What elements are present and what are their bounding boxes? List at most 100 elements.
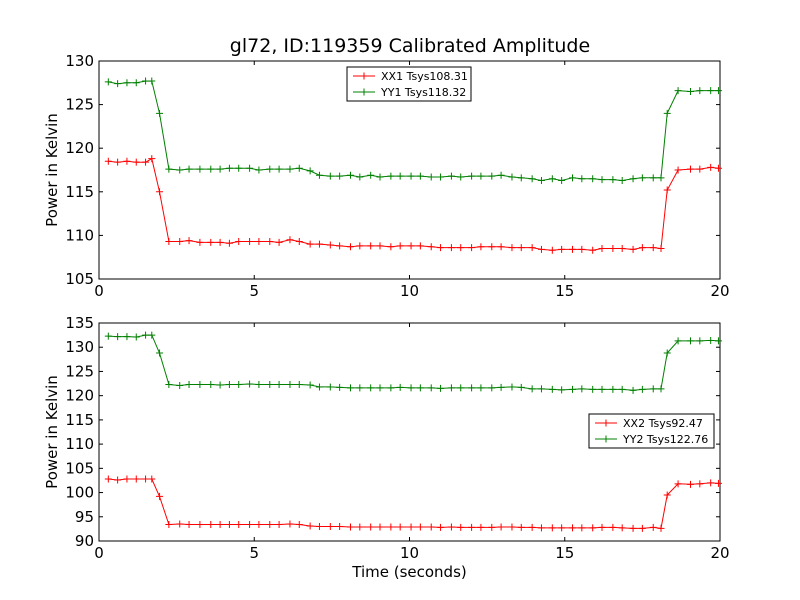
data-point [416,242,424,250]
data-point [468,244,476,252]
data-point [618,176,626,184]
data-point [176,381,184,389]
data-point [598,176,606,184]
data-point [306,240,314,248]
legend-box [346,66,472,102]
data-point [578,524,586,532]
legend-entry: XX1 Tsys108.31 [353,70,468,83]
data-point [123,79,131,87]
data-point [104,475,112,483]
data-point [657,174,665,182]
data-point [216,521,224,529]
data-point [629,524,637,532]
data-point [336,242,344,250]
data-point [275,381,283,389]
x-tick-label: 5 [249,282,259,300]
data-point [387,384,395,392]
data-point [569,174,577,182]
data-point [618,524,626,532]
data-point [407,242,415,250]
data-point [687,480,695,488]
data-point [437,244,445,252]
top-plot: 0 5 10 15 20 105 110 115 120 125 130 Power in Kelvi… [43,52,730,300]
data-point [165,165,173,173]
data-point [447,384,455,392]
data-point [142,475,150,483]
data-point [427,243,435,251]
data-point [396,172,404,180]
data-point [558,524,566,532]
data-point [537,176,545,184]
data-point [569,245,577,253]
y-tick-label: 100 [65,484,94,502]
data-point [225,521,233,529]
x-tick-label: 15 [555,282,574,300]
y-axis-label: Power in Kelvin [43,113,61,227]
data-point [216,381,224,389]
data-point [326,172,334,180]
legend-entry: XX2 Tsys92.47 [595,417,703,430]
data-point [266,165,274,173]
data-point [497,243,505,251]
data-point [407,384,415,392]
data-point [416,172,424,180]
data-point [376,173,384,181]
data-point [609,523,617,531]
data-point [315,383,323,391]
data-point [537,385,545,393]
data-point [356,242,364,250]
data-point [696,480,704,488]
data-point [629,386,637,394]
data-point [376,242,384,250]
y-tick-label: 130 [65,338,94,356]
data-point [295,381,303,389]
legend-marker [602,435,610,443]
legend-label: YY2 Tsys122.76 [622,433,708,446]
data-point [132,158,140,166]
data-point [104,78,112,86]
data-point [275,238,283,246]
legend-marker [360,72,368,80]
data-point [598,244,606,252]
data-point [437,523,445,531]
data-point [142,158,150,166]
data-point [714,479,722,487]
data-point [517,174,525,182]
data-point [437,173,445,181]
data-point [225,381,233,389]
data-point [295,238,303,246]
data-point [457,244,465,252]
data-point [176,166,184,174]
data-point [674,87,682,95]
data-point [649,174,657,182]
y-tick-label: 120 [65,139,94,157]
data-point [114,333,122,341]
data-point [156,109,164,117]
data-point [336,522,344,530]
data-point [497,523,505,531]
data-point [104,157,112,165]
data-point [148,77,156,85]
data-point [246,521,254,529]
data-point [407,523,415,531]
data-point [477,172,485,180]
data-point [714,337,722,345]
data-point [148,331,156,339]
data-point [306,167,314,175]
data-point [437,384,445,392]
data-point [207,521,215,529]
legend: XX1 Tsys108.31 YY1 Tsys118.32 [346,66,472,102]
data-point [416,523,424,531]
data-point [488,172,496,180]
data-point [207,165,215,173]
data-point [235,238,243,246]
data-point [578,245,586,253]
data-point [537,245,545,253]
data-point [123,475,131,483]
data-point [663,109,671,117]
data-point [468,523,476,531]
legend-marker [602,419,610,427]
y-tick-label: 125 [65,362,94,380]
data-point [477,243,485,251]
data-point [497,383,505,391]
